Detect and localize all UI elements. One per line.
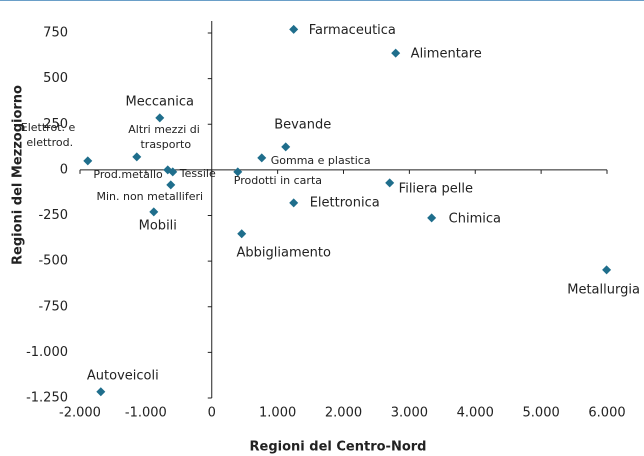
point-label: Elettrot. e elettrod. [21,121,79,149]
point-label: Gomma e plastica [271,154,371,167]
point-label: Prod.metallo [93,168,163,181]
point-label: Abbigliamento [237,245,331,260]
point [233,167,243,177]
point [427,213,437,223]
x-tick-label: 3.000 [391,406,428,421]
point-label: Mobili [139,218,177,233]
point [391,48,401,58]
point-label: Meccanica [126,94,194,109]
point-label: Altri mezzi di trasporto [128,123,203,151]
x-tick-label: -1.000 [125,406,167,421]
point-label: Autoveicoli [87,368,159,383]
point [166,180,176,190]
point [385,178,395,188]
point-label: Elettronica [310,195,380,210]
point-label: Tessile [179,167,216,180]
point [96,387,106,397]
point-label: Metallurgia [567,282,640,297]
x-tick-label: 6.000 [588,406,625,421]
x-tick-label: 0 [208,406,216,421]
y-tick-label: -1.000 [26,345,68,360]
y-tick-label: 250 [43,117,68,132]
y-tick-label: 750 [43,26,68,41]
y-tick-label: 0 [60,162,68,177]
point [168,167,178,177]
y-tick-label: -1.250 [26,391,68,406]
y-tick-label: -750 [38,299,68,314]
point [289,198,299,208]
x-tick-label: 1.000 [259,406,296,421]
y-tick-label: 500 [43,71,68,86]
point-label: Bevande [274,117,331,132]
x-tick-label: -2.000 [59,406,101,421]
point [155,113,165,123]
point-label: Filiera pelle [399,181,473,196]
point [289,24,299,34]
point-label: Alimentare [411,47,482,62]
point-label: Chimica [449,211,501,226]
x-axis-title: Regioni del Centro-Nord [250,440,427,455]
point [237,229,247,239]
point-label: Farmaceutica [309,23,396,38]
y-tick-label: -500 [38,254,68,269]
x-tick-label: 2.000 [325,406,362,421]
point [132,152,142,162]
point [83,156,93,166]
point-label: Min. non metalliferi [96,190,203,203]
x-tick-label: 5.000 [523,406,560,421]
y-tick-label: -250 [38,208,68,223]
point [602,265,612,275]
point [281,142,291,152]
y-axis-title: Regioni del Mezzogiorno [11,85,26,265]
x-tick-label: 4.000 [457,406,494,421]
point [149,207,159,217]
point [257,153,267,163]
point-label: Prodotti in carta [234,174,322,187]
